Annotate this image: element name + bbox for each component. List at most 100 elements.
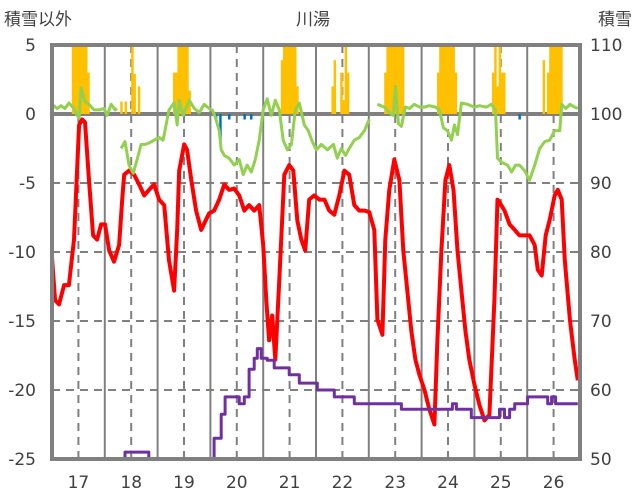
temperature-line: [52, 117, 580, 427]
precip-bar: [388, 45, 392, 115]
precip-bar: [71, 45, 75, 115]
precip-bar: [395, 45, 398, 115]
precip-bar: [74, 45, 77, 115]
precip-bar: [399, 45, 403, 115]
x-tick-label: 26: [543, 473, 565, 493]
precip-bar: [397, 45, 400, 115]
y-left-tick-label: 5: [25, 36, 36, 56]
precip-bar: [560, 45, 563, 115]
y-left-tick-label: -5: [19, 174, 36, 194]
precip-bar: [120, 101, 123, 114]
negative_bar-bar: [228, 114, 231, 120]
precip-bar: [340, 72, 343, 114]
negative_bar-bar: [518, 114, 521, 120]
precip-bar: [547, 72, 550, 114]
precip-bar: [280, 60, 284, 114]
precip-bar: [342, 100, 345, 114]
right-axis-title: 積雪: [598, 10, 632, 30]
precip-bar: [498, 45, 502, 115]
precip-bar: [551, 45, 554, 115]
precip-bar: [393, 45, 396, 115]
y-left-tick-label: -10: [8, 243, 36, 263]
precip-bar: [85, 45, 88, 115]
y-left-tick-label: -15: [8, 312, 36, 332]
y-left-tick-label: 0: [25, 105, 36, 125]
precip-bar: [450, 45, 453, 115]
precip-bar: [283, 45, 286, 115]
precip-bar: [175, 72, 178, 114]
y-left-tick-label: -25: [8, 450, 36, 470]
green-line: [376, 84, 579, 182]
series-lines: [52, 84, 580, 459]
precip-bar: [173, 72, 176, 114]
precip-bar: [80, 45, 84, 115]
negative_bar-bar: [243, 114, 246, 120]
precip-bar: [287, 45, 290, 115]
precip-bar: [553, 45, 557, 115]
y-right-tick-label: 60: [590, 381, 612, 401]
precip-bar: [494, 45, 497, 115]
precip-bar: [555, 45, 559, 115]
precip-bar: [452, 45, 455, 115]
x-tick-label: 17: [68, 473, 90, 493]
precip-bar: [346, 72, 350, 114]
x-tick-label: 22: [332, 473, 354, 493]
green-line: [52, 86, 118, 120]
precip-bar: [285, 45, 288, 115]
precip-bar: [76, 45, 79, 115]
x-tick-label: 21: [279, 473, 301, 493]
y-left-tick-label: -20: [8, 381, 36, 401]
precip-bar: [437, 72, 440, 114]
precip-bar: [390, 45, 394, 115]
y-right-tick-label: 80: [590, 243, 612, 263]
precip-bar: [181, 45, 185, 115]
precip-bar: [542, 60, 546, 114]
snow_depth-line: [52, 347, 578, 459]
precip-bar: [186, 45, 189, 115]
precip-bar: [448, 45, 451, 115]
precip-bar: [331, 86, 334, 114]
precip-bar: [503, 72, 506, 114]
precip-bar: [384, 72, 387, 114]
precip-bar: [131, 45, 134, 115]
precip-bar: [439, 45, 442, 115]
precip-bar: [289, 45, 293, 115]
precip-bar: [344, 45, 348, 115]
precip-bar: [78, 45, 81, 115]
precip-bar: [454, 72, 458, 114]
precip-bar: [443, 45, 447, 115]
precip-bar: [441, 45, 444, 115]
x-tick-label: 19: [173, 473, 195, 493]
precip-bar: [386, 45, 389, 115]
negative_bar-bar: [219, 114, 222, 142]
precip-bar: [401, 45, 405, 115]
precip-bar: [124, 101, 128, 114]
y-right-tick-label: 110: [590, 36, 622, 56]
precip-bar: [82, 45, 86, 115]
precip-bar: [558, 45, 561, 115]
y-right-tick-label: 90: [590, 174, 612, 194]
x-tick-label: 18: [120, 473, 142, 493]
x-tick-label: 23: [384, 473, 406, 493]
chart-title: 川湯: [296, 10, 330, 30]
y-right-tick-label: 70: [590, 312, 612, 332]
precip-bar: [549, 45, 552, 115]
green-line: [119, 97, 371, 177]
negative_bar-bar: [250, 114, 253, 120]
left-axis-title: 積雪以外: [4, 10, 72, 30]
precip-bar: [87, 72, 90, 114]
precip-bar: [296, 86, 299, 114]
precip-bar: [179, 45, 183, 115]
precip-bar: [291, 45, 295, 115]
x-tick-label: 25: [490, 473, 512, 493]
precip-bar: [496, 86, 499, 114]
precip-bars: [71, 45, 563, 142]
precip-bar: [333, 60, 337, 114]
plot-frame: [50, 43, 582, 461]
precip-bar: [137, 86, 141, 114]
precip-bar: [133, 73, 136, 114]
precip-bar: [500, 72, 504, 114]
precip-bar: [184, 45, 187, 115]
